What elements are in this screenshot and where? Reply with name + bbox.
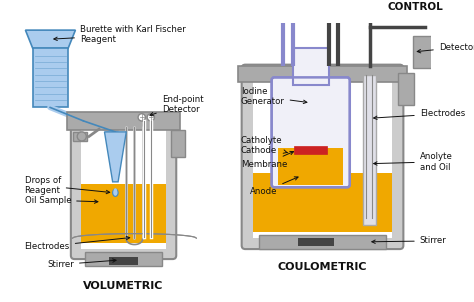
Bar bbox=[281, 9, 288, 18]
Bar bbox=[259, 235, 386, 249]
Text: Stirrer: Stirrer bbox=[372, 236, 447, 246]
Bar bbox=[335, 9, 343, 18]
Text: CONTROL: CONTROL bbox=[387, 2, 443, 12]
Bar bbox=[109, 257, 138, 265]
Bar bbox=[326, 9, 333, 18]
Text: Detector: Detector bbox=[417, 43, 474, 53]
Bar bbox=[33, 48, 68, 107]
Text: Iodine
Generator: Iodine Generator bbox=[241, 87, 307, 106]
Text: Drops of
Reagent: Drops of Reagent bbox=[25, 176, 109, 195]
Bar bbox=[278, 148, 344, 185]
Bar bbox=[386, 0, 445, 17]
Text: Stirrer: Stirrer bbox=[47, 259, 116, 269]
Bar bbox=[67, 112, 180, 130]
Bar bbox=[85, 252, 162, 266]
Text: Membrane: Membrane bbox=[241, 151, 293, 169]
Bar bbox=[292, 48, 329, 85]
Bar bbox=[171, 130, 185, 157]
Ellipse shape bbox=[77, 132, 86, 141]
Ellipse shape bbox=[113, 189, 118, 196]
Text: Burette with Karl Fischer
Reagent: Burette with Karl Fischer Reagent bbox=[54, 25, 186, 44]
Text: Oil Sample: Oil Sample bbox=[25, 195, 98, 204]
Bar bbox=[73, 132, 87, 141]
Bar bbox=[364, 75, 376, 225]
Ellipse shape bbox=[138, 114, 146, 121]
Polygon shape bbox=[104, 132, 126, 182]
Text: VOLUMETRIC: VOLUMETRIC bbox=[83, 281, 164, 291]
Text: End-point
Detector: End-point Detector bbox=[150, 95, 203, 116]
FancyBboxPatch shape bbox=[272, 77, 350, 187]
Ellipse shape bbox=[147, 114, 155, 121]
Bar bbox=[81, 184, 166, 243]
Bar bbox=[298, 238, 334, 246]
Ellipse shape bbox=[114, 188, 117, 194]
Text: Anode: Anode bbox=[250, 177, 298, 196]
Bar bbox=[253, 75, 392, 238]
Bar bbox=[238, 66, 407, 82]
FancyBboxPatch shape bbox=[71, 117, 176, 259]
Text: Anolyte
and Oil: Anolyte and Oil bbox=[374, 152, 453, 172]
Text: Catholyte
Cathode: Catholyte Cathode bbox=[241, 136, 288, 155]
Bar bbox=[81, 127, 166, 249]
Text: Electrodes: Electrodes bbox=[25, 236, 130, 251]
FancyBboxPatch shape bbox=[242, 65, 403, 249]
Bar bbox=[253, 173, 392, 232]
Text: Electrodes: Electrodes bbox=[374, 109, 465, 120]
Bar bbox=[290, 9, 297, 18]
Polygon shape bbox=[26, 30, 75, 48]
Bar bbox=[413, 37, 437, 68]
Bar bbox=[398, 73, 414, 104]
Text: COULOMETRIC: COULOMETRIC bbox=[278, 262, 367, 272]
Bar bbox=[294, 146, 327, 154]
